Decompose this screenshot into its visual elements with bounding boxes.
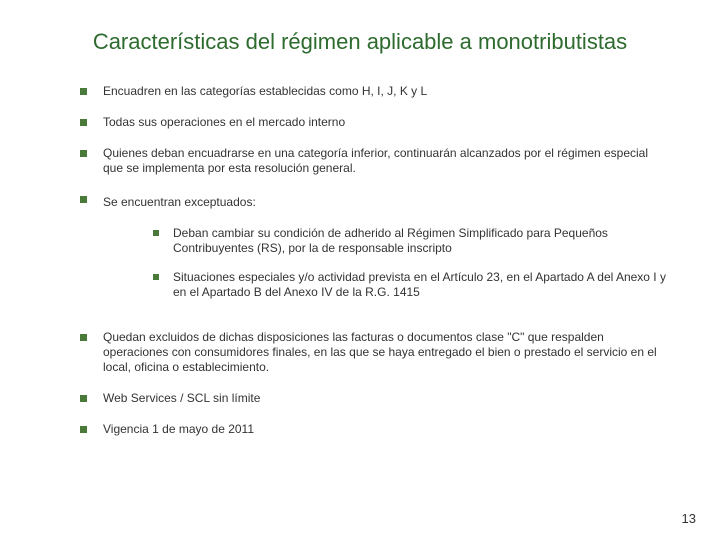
bullet-text: Encuadren en las categorías establecidas… (103, 84, 670, 99)
square-bullet-icon (80, 395, 87, 402)
square-bullet-icon (80, 88, 87, 95)
square-bullet-icon (153, 274, 159, 280)
list-item: Encuadren en las categorías establecidas… (80, 84, 670, 99)
slide-title: Características del régimen aplicable a … (50, 28, 670, 56)
square-bullet-icon (80, 426, 87, 433)
sub-bullet-list: Deban cambiar su condición de adherido a… (103, 226, 670, 300)
bullet-text: Quedan excluidos de dichas disposiciones… (103, 330, 670, 375)
main-bullet-list: Encuadren en las categorías establecidas… (50, 84, 670, 437)
square-bullet-icon (80, 119, 87, 126)
list-item: Quedan excluidos de dichas disposiciones… (80, 330, 670, 375)
square-bullet-icon (153, 230, 159, 236)
sub-bullet-text: Deban cambiar su condición de adherido a… (173, 226, 670, 256)
bullet-text: Web Services / SCL sin límite (103, 391, 670, 406)
list-item: Web Services / SCL sin límite (80, 391, 670, 406)
slide-container: Características del régimen aplicable a … (0, 0, 720, 540)
list-item: Se encuentran exceptuados: Deban cambiar… (80, 192, 670, 314)
list-item: Quienes deban encuadrarse en una categor… (80, 146, 670, 176)
list-item: Todas sus operaciones en el mercado inte… (80, 115, 670, 130)
bullet-text: Quienes deban encuadrarse en una categor… (103, 146, 670, 176)
bullet-text: Todas sus operaciones en el mercado inte… (103, 115, 670, 130)
square-bullet-icon (80, 150, 87, 157)
list-item: Deban cambiar su condición de adherido a… (153, 226, 670, 256)
list-item: Vigencia 1 de mayo de 2011 (80, 422, 670, 437)
sub-bullet-text: Situaciones especiales y/o actividad pre… (173, 270, 670, 300)
list-item: Situaciones especiales y/o actividad pre… (153, 270, 670, 300)
bullet-text: Se encuentran exceptuados: (103, 195, 256, 209)
page-number: 13 (682, 511, 696, 526)
square-bullet-icon (80, 196, 87, 203)
bullet-text: Vigencia 1 de mayo de 2011 (103, 422, 670, 437)
square-bullet-icon (80, 334, 87, 341)
